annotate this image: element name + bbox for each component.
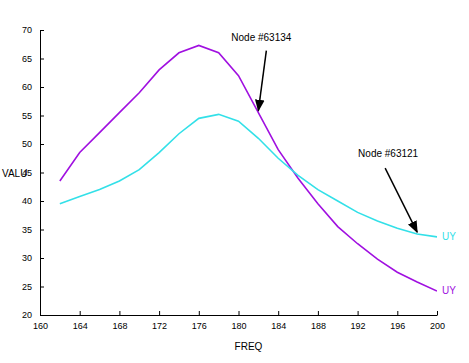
x-tick: 180 bbox=[231, 311, 246, 331]
y-tick: 55 bbox=[22, 111, 44, 121]
x-tick: 200 bbox=[430, 311, 445, 331]
y-tick-label: 40 bbox=[22, 196, 32, 206]
x-tick-label: 160 bbox=[33, 321, 48, 331]
y-tick-mark bbox=[40, 230, 44, 231]
series-line bbox=[60, 114, 437, 237]
series-label: UY bbox=[442, 285, 456, 296]
y-tick-label: 60 bbox=[22, 82, 32, 92]
x-tick: 192 bbox=[351, 311, 366, 331]
y-tick-mark bbox=[40, 315, 44, 316]
x-tick-label: 200 bbox=[430, 321, 445, 331]
y-tick-label: 55 bbox=[22, 111, 32, 121]
x-axis-title: FREQ bbox=[235, 341, 263, 352]
y-tick: 25 bbox=[22, 282, 44, 292]
x-tick: 168 bbox=[112, 311, 127, 331]
y-tick-mark bbox=[40, 287, 44, 288]
x-tick: 176 bbox=[192, 311, 207, 331]
x-tick-label: 192 bbox=[351, 321, 366, 331]
y-tick-mark bbox=[40, 173, 44, 174]
y-tick-label: 25 bbox=[22, 282, 32, 292]
y-tick-mark bbox=[40, 144, 44, 145]
series-line bbox=[60, 45, 437, 291]
y-tick-label: 50 bbox=[22, 139, 32, 149]
y-tick: 20 bbox=[22, 310, 44, 320]
y-tick-mark bbox=[40, 258, 44, 259]
x-tick-mark bbox=[318, 311, 319, 315]
y-tick: 65 bbox=[22, 54, 44, 64]
y-tick-label: 65 bbox=[22, 54, 32, 64]
x-tick: 164 bbox=[73, 311, 88, 331]
x-tick-label: 196 bbox=[390, 321, 405, 331]
x-tick-mark bbox=[397, 311, 398, 315]
x-tick: 172 bbox=[152, 311, 167, 331]
y-tick-label: 35 bbox=[22, 225, 32, 235]
y-tick-mark bbox=[40, 59, 44, 60]
x-tick-mark bbox=[239, 311, 240, 315]
y-tick: 30 bbox=[22, 253, 44, 263]
x-tick-label: 172 bbox=[152, 321, 167, 331]
x-tick: 184 bbox=[271, 311, 286, 331]
annotation-arrow bbox=[258, 51, 266, 111]
x-tick-mark bbox=[278, 311, 279, 315]
x-tick: 188 bbox=[311, 311, 326, 331]
y-tick-mark bbox=[40, 201, 44, 202]
chart: 160 164 168 172 176 180 184 188 192 196 200 20 25 30 3… bbox=[0, 0, 469, 363]
x-tick-label: 188 bbox=[311, 321, 326, 331]
x-tick-mark bbox=[437, 311, 438, 315]
plot-area bbox=[60, 45, 437, 291]
x-tick: 196 bbox=[390, 311, 405, 331]
y-tick-mark bbox=[40, 87, 44, 88]
x-tick-mark bbox=[80, 311, 81, 315]
y-tick-mark bbox=[40, 30, 44, 31]
y-tick: 60 bbox=[22, 82, 44, 92]
x-tick-label: 180 bbox=[231, 321, 246, 331]
x-tick-mark bbox=[199, 311, 200, 315]
x-tick-mark bbox=[119, 311, 120, 315]
x-axis: 160 164 168 172 176 180 184 188 192 196 200 bbox=[33, 311, 445, 331]
y-tick-label: 70 bbox=[22, 25, 32, 35]
x-tick-label: 184 bbox=[271, 321, 286, 331]
y-tick-label: 20 bbox=[22, 310, 32, 320]
annotation-arrow bbox=[385, 168, 417, 232]
x-tick-mark bbox=[358, 311, 359, 315]
x-tick-label: 168 bbox=[112, 321, 127, 331]
y-axis-title: VALU bbox=[2, 168, 27, 179]
x-tick-label: 176 bbox=[192, 321, 207, 331]
y-tick: 35 bbox=[22, 225, 44, 235]
x-tick-mark bbox=[159, 311, 160, 315]
y-tick: 40 bbox=[22, 196, 44, 206]
x-axis-line bbox=[41, 315, 438, 316]
series-label: UY bbox=[442, 231, 456, 242]
annotation: Node #63134 bbox=[231, 32, 291, 43]
y-tick: 50 bbox=[22, 139, 44, 149]
y-tick-mark bbox=[40, 116, 44, 117]
y-tick: 70 bbox=[22, 25, 44, 35]
y-tick-label: 30 bbox=[22, 253, 32, 263]
annotation: Node #63121 bbox=[358, 148, 418, 159]
x-tick-label: 164 bbox=[73, 321, 88, 331]
